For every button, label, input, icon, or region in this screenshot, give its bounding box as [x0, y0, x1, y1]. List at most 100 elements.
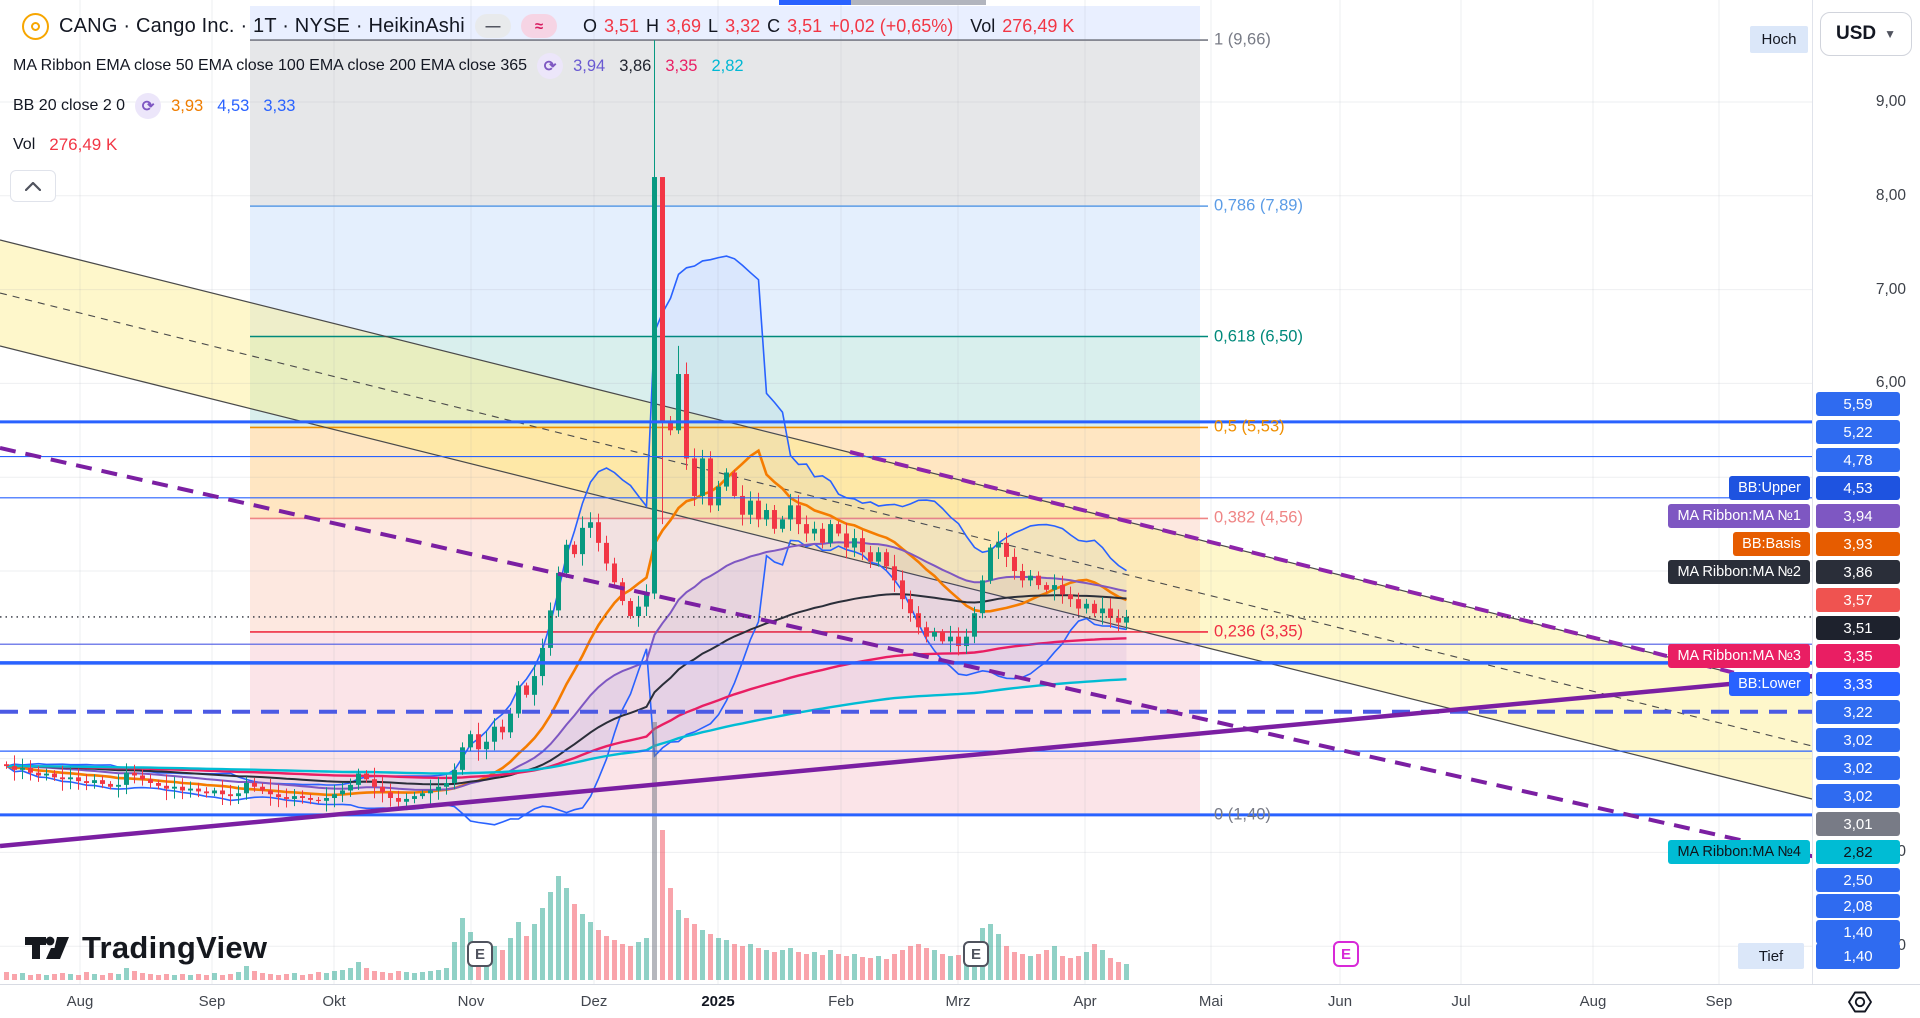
price-tick: 9,00 [1875, 93, 1906, 110]
close-value: 3,51 [787, 15, 823, 36]
price-label-box: 3,51 [1816, 616, 1900, 640]
time-axis-month-label: Mrz [945, 993, 971, 1010]
price-label-box: 3,22 [1816, 700, 1900, 724]
tradingview-logo[interactable]: TradingView [24, 930, 267, 966]
earnings-marker[interactable]: E [1333, 941, 1359, 967]
bb-value: 4,53 [217, 96, 250, 115]
ma-ribbon-value: 3,35 [665, 56, 698, 75]
bb-legend-row[interactable]: BB 20 close 2 0 ⟳ 3,93 4,53 3,33 [13, 92, 295, 120]
wave-icon: ≈ [534, 17, 544, 35]
price-tick: 6,00 [1875, 374, 1906, 392]
vol-title[interactable]: Vol [13, 136, 36, 153]
time-scale[interactable]: Aug Sep Okt Nov Dez 2025 Feb Mrz Apr Mai Jun Jul Aug… [0, 984, 1920, 1018]
indicator-axis-tag: MA Ribbon:MA №1 [1668, 504, 1810, 528]
vol-legend-row[interactable]: Vol 276,49 K [13, 131, 117, 159]
earnings-marker[interactable]: E [467, 941, 493, 967]
ma-ribbon-legend-row[interactable]: MA Ribbon EMA close 50 EMA close 100 EMA… [13, 52, 744, 80]
time-axis-month-label: Nov [457, 993, 485, 1010]
tradingview-logo-icon [25, 936, 69, 959]
price-label-box: 1,40 [1816, 920, 1900, 944]
symbol-legend-row[interactable]: CANG · Cango Inc. · 1T · NYSE · HeikinAs… [22, 10, 1074, 42]
price-label-box: 3,35 [1816, 644, 1900, 668]
ma-ribbon-value: 3,86 [619, 56, 652, 75]
indicator-axis-tag: BB:Lower [1729, 672, 1810, 696]
settings-gear-icon[interactable] [1846, 988, 1874, 1018]
price-label-box: 3,94 [1816, 504, 1900, 528]
time-axis-month-label: Okt [322, 993, 346, 1010]
chevron-up-icon [25, 181, 41, 191]
fib-level-label: 1 (9,66) [1214, 30, 1271, 49]
minus-icon: — [485, 17, 501, 35]
time-axis-month-label: 2025 [701, 993, 735, 1010]
session-low-badge: Tief [1738, 943, 1804, 969]
symbol-title[interactable]: CANG · Cango Inc. · 1T · NYSE · HeikinAs… [59, 14, 465, 37]
time-axis-month-label: Mai [1198, 993, 1224, 1010]
fib-level-label: 0,786 (7,89) [1214, 196, 1303, 215]
bb-title[interactable]: BB 20 close 2 0 [13, 97, 126, 114]
collapse-legend-button[interactable] [10, 170, 56, 202]
volume-value: 276,49 K [1002, 15, 1075, 36]
fib-level-label: 0,618 (6,50) [1214, 327, 1303, 345]
time-axis-month-label: Jun [1327, 993, 1353, 1010]
change-value: +0,02 (+0,65%) [829, 15, 954, 36]
time-axis-month-label: Aug [1579, 993, 1607, 1010]
bb-value: 3,93 [171, 96, 204, 115]
price-label-box: 2,82 [1816, 840, 1900, 864]
indicator-axis-tag: MA Ribbon:MA №2 [1668, 560, 1810, 584]
price-label-box: 4,53 [1816, 476, 1900, 500]
price-label-box: 2,50 [1816, 868, 1900, 892]
fib-level-label: 0,236 (3,35) [1214, 622, 1303, 641]
currency-dropdown[interactable]: USD ▼ [1820, 12, 1912, 56]
time-axis-month-label: Aug [66, 993, 94, 1010]
fib-level-label: 0,5 (5,53) [1214, 417, 1285, 436]
earnings-marker[interactable]: E [963, 941, 989, 967]
indicator-axis-tag: MA Ribbon:MA №4 [1668, 840, 1810, 864]
refresh-icon[interactable]: ⟳ [135, 93, 162, 119]
vol-value: 276,49 K [49, 135, 118, 154]
session-high-badge: Hoch [1750, 26, 1808, 53]
price-label-box: 3,93 [1816, 532, 1900, 556]
price-label-box: 5,22 [1816, 420, 1900, 444]
price-label-box: 3,57 [1816, 588, 1900, 612]
price-label-box: 3,02 [1816, 756, 1900, 780]
ma-ribbon-value: 3,94 [573, 56, 606, 75]
bb-values: 3,93 4,53 3,33 [171, 97, 295, 116]
time-axis-month-label: Apr [1073, 993, 1097, 1010]
indicator-axis-tag: MA Ribbon:MA №3 [1668, 644, 1810, 668]
price-label-box: 4,78 [1816, 448, 1900, 472]
high-value: 3,69 [666, 15, 702, 36]
tradingview-logo-text: TradingView [82, 930, 268, 965]
open-value: 3,51 [603, 15, 639, 36]
time-axis-month-label: Feb [828, 993, 854, 1010]
symbol-logo [22, 12, 49, 40]
fib-level-label: 0 (1,40) [1214, 805, 1271, 824]
refresh-icon[interactable]: ⟳ [537, 53, 564, 79]
time-axis-month-label: Jul [1451, 993, 1471, 1010]
ma-ribbon-value: 2,82 [711, 56, 744, 75]
session-low-value: 1,40 [1816, 943, 1900, 969]
bb-value: 3,33 [263, 96, 296, 115]
price-label-box: 3,02 [1816, 784, 1900, 808]
price-label-box: 3,01 [1816, 812, 1900, 836]
indicator-axis-tag: BB:Upper [1729, 476, 1810, 500]
chevron-down-icon: ▼ [1884, 27, 1896, 41]
price-label-box: 3,86 [1816, 560, 1900, 584]
ohlc-values: O 3,51 H 3,69 L 3,32 C 3,51 +0,02 (+0,65%) V… [582, 15, 1075, 36]
time-axis-month-label: Sep [1705, 993, 1733, 1010]
ma-ribbon-title[interactable]: MA Ribbon EMA close 50 EMA close 100 EMA… [13, 57, 528, 74]
heikinashi-style-pill[interactable]: ≈ [520, 14, 557, 38]
time-axis-month-label: Sep [198, 993, 226, 1010]
hide-indicator-pill[interactable]: — [474, 14, 511, 38]
price-label-box: 3,33 [1816, 672, 1900, 696]
indicator-axis-tag: BB:Basis [1733, 532, 1810, 556]
time-axis-month-label: Dez [580, 993, 608, 1010]
price-tick: 7,00 [1875, 280, 1906, 298]
low-value: 3,32 [725, 15, 761, 36]
fib-level-label: 0,382 (4,56) [1214, 508, 1303, 527]
price-label-box: 5,59 [1816, 392, 1900, 416]
price-label-box: 2,08 [1816, 894, 1900, 918]
price-label-box: 3,02 [1816, 728, 1900, 752]
